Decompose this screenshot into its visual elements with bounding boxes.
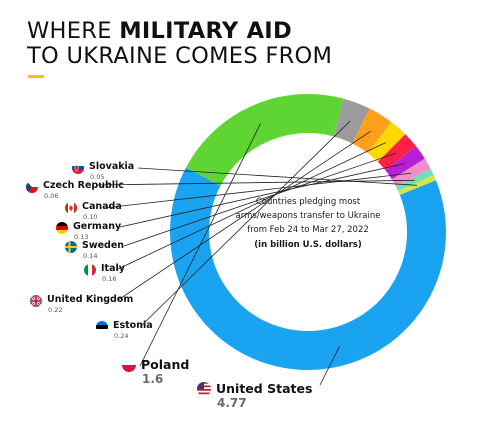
canada-label: Canada bbox=[82, 201, 122, 212]
germany-label: Germany bbox=[73, 221, 122, 232]
united-kingdom-value: 0.22 bbox=[48, 306, 63, 314]
slice-italy bbox=[367, 122, 406, 162]
chart-caption-block: Countries pledging most arms/weapons tra… bbox=[228, 195, 388, 252]
estonia-value: 0.24 bbox=[114, 332, 129, 340]
czech-flag-icon bbox=[26, 181, 38, 193]
estonia-flag-icon bbox=[96, 321, 108, 333]
title-line-2: TO UKRAINE COMES FROM bbox=[27, 43, 333, 69]
legend-canada: Canada 0.10 bbox=[65, 201, 122, 221]
united-states-value: 4.77 bbox=[217, 396, 247, 410]
title-accent-bar bbox=[28, 75, 44, 78]
leader-line-slovakia bbox=[137, 167, 417, 186]
slice-united-states bbox=[170, 167, 447, 370]
leader-line-italy bbox=[117, 142, 386, 270]
slice-slovakia bbox=[398, 174, 436, 195]
italy-flag-icon bbox=[84, 264, 96, 276]
czech-republic-value: 0.06 bbox=[44, 192, 59, 200]
title-emphasis: MILITARY AID bbox=[119, 18, 292, 44]
germany-flag-icon bbox=[56, 222, 68, 234]
italy-label: Italy bbox=[101, 263, 125, 274]
legend-estonia: Estonia 0.24 bbox=[96, 320, 153, 340]
chart-caption: Countries pledging most arms/weapons tra… bbox=[235, 197, 381, 235]
united-kingdom-label: United Kingdom bbox=[47, 294, 134, 305]
slice-sweden bbox=[377, 134, 417, 171]
legend-czech-republic: Czech Republic 0.06 bbox=[26, 180, 124, 200]
title-line-1: WHERE MILITARY AID bbox=[27, 19, 332, 44]
estonia-label: Estonia bbox=[113, 320, 153, 331]
united-states-label: United States bbox=[216, 381, 313, 396]
leader-lines bbox=[95, 120, 417, 386]
slice-poland bbox=[186, 94, 344, 186]
poland-label: Poland bbox=[141, 357, 190, 372]
slice-canada bbox=[391, 158, 431, 187]
leader-line-canada bbox=[103, 172, 411, 209]
leader-line-sweden bbox=[123, 152, 397, 247]
legend-italy: Italy 0.16 bbox=[84, 263, 125, 283]
slovakia-value: 0.05 bbox=[90, 173, 105, 181]
slovakia-flag-icon bbox=[72, 162, 84, 174]
slice-united-kingdom bbox=[352, 108, 392, 154]
legend-poland: Poland 1.6 bbox=[122, 357, 189, 386]
germany-value: 0.13 bbox=[74, 233, 89, 241]
sweden-value: 0.14 bbox=[83, 252, 98, 260]
title-prefix: WHERE bbox=[27, 18, 120, 44]
leader-line-estonia bbox=[139, 120, 351, 328]
slice-czech-republic bbox=[395, 168, 434, 192]
slice-germany bbox=[385, 146, 425, 180]
slovakia-label: Slovakia bbox=[89, 161, 135, 172]
czech-republic-label: Czech Republic bbox=[43, 180, 124, 191]
chart-title: WHERE MILITARY AID TO UKRAINE COMES FROM bbox=[27, 19, 332, 69]
italy-value: 0.16 bbox=[102, 275, 117, 283]
legend-sweden: Sweden 0.14 bbox=[65, 240, 124, 260]
slice-estonia bbox=[333, 98, 370, 144]
poland-value: 1.6 bbox=[142, 372, 164, 386]
leader-line-czech-republic bbox=[95, 179, 415, 186]
leader-line-germany bbox=[119, 163, 405, 228]
sweden-label: Sweden bbox=[82, 240, 125, 251]
legend-germany: Germany 0.13 bbox=[56, 221, 121, 241]
canada-flag-icon bbox=[65, 202, 77, 214]
poland-flag-icon bbox=[122, 358, 136, 372]
us-flag-icon bbox=[197, 382, 211, 396]
chart-unit: (in billion U.S. dollars) bbox=[254, 240, 362, 250]
donut-slices bbox=[170, 94, 447, 370]
legend-united-states: United States 4.77 bbox=[197, 381, 312, 410]
canada-value: 0.10 bbox=[83, 213, 98, 221]
legend-united-kingdom: United Kingdom 0.22 bbox=[30, 294, 133, 314]
uk-flag-icon bbox=[30, 295, 42, 307]
leader-line-united-states bbox=[319, 346, 340, 386]
leader-line-united-kingdom bbox=[117, 131, 371, 301]
sweden-flag-icon bbox=[65, 241, 77, 253]
legend-slovakia: Slovakia 0.05 bbox=[72, 161, 134, 181]
